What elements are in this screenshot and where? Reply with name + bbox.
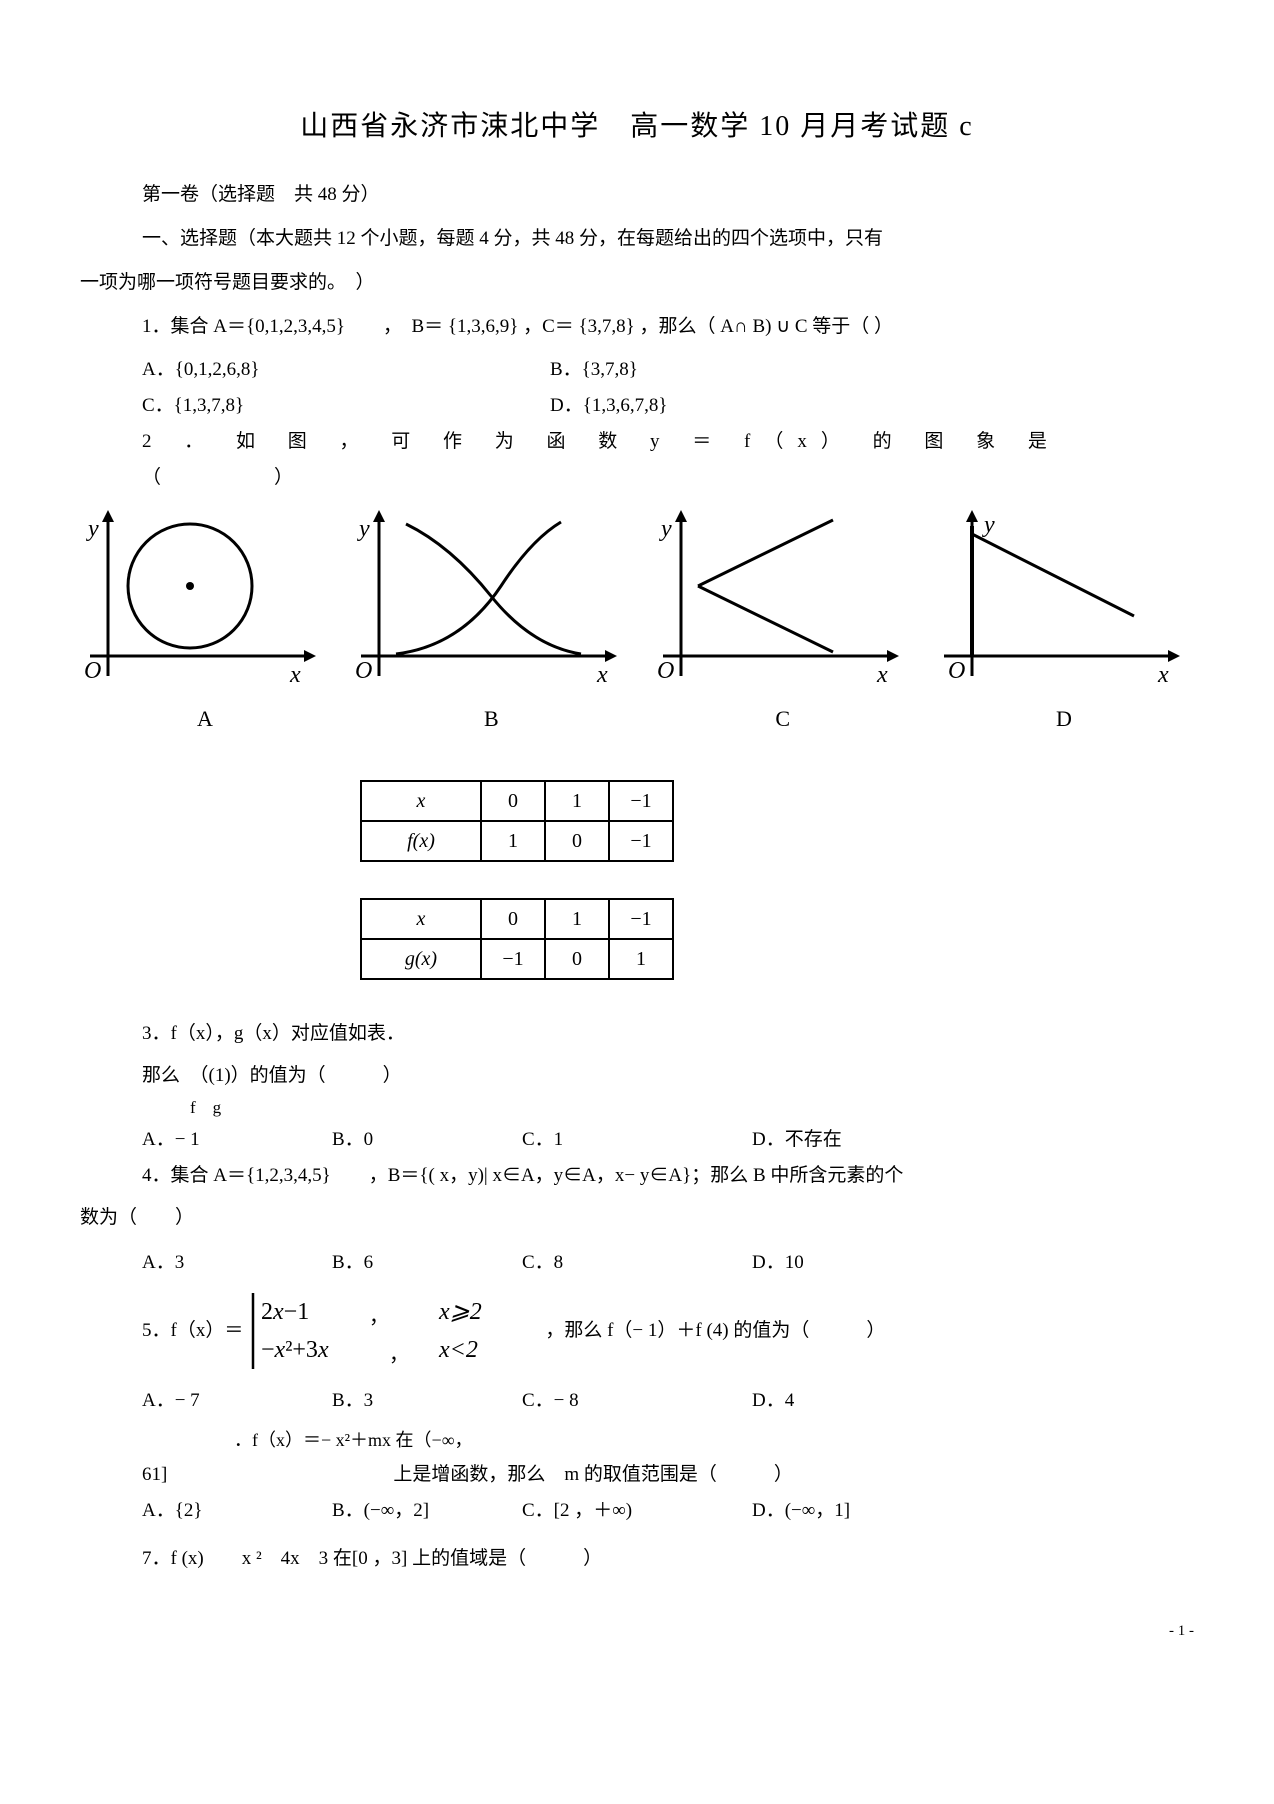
svg-text:，: ， — [389, 1344, 409, 1366]
section-1-head: 第一卷（选择题 共 48 分） — [142, 177, 1194, 213]
graph-a: y O x A — [80, 506, 330, 740]
table-f-x2: −1 — [609, 781, 673, 821]
svg-text:，: ， — [369, 1306, 389, 1328]
q6-num: 61] — [142, 1457, 167, 1493]
graph-b-label: B — [351, 698, 631, 740]
table-g-x1: 1 — [545, 899, 609, 939]
svg-text:y: y — [659, 516, 672, 542]
graph-d: y O x D — [934, 506, 1194, 740]
q1-opt-a: A．{0,1,2,6,8} — [142, 352, 550, 388]
q1-choices-row1: A．{0,1,2,6,8} B．{3,7,8} — [142, 352, 1194, 388]
graph-b-svg: y O x — [351, 506, 631, 696]
q5-opt-a: A．− 7 — [142, 1383, 332, 1419]
q5-piece2-expr: −x²+3x — [261, 1337, 329, 1363]
svg-text:O: O — [84, 658, 101, 684]
svg-text:O: O — [657, 658, 674, 684]
q6-opt-a: A．{2} — [142, 1493, 332, 1529]
q5-piece2-cond: x<2 — [438, 1337, 478, 1363]
graph-c: y O x C — [653, 506, 913, 740]
svg-text:y: y — [86, 516, 99, 542]
table-g-hdr-x: x — [361, 899, 481, 939]
q5-opt-b: B．3 — [332, 1383, 522, 1419]
table-f-v0: 1 — [481, 821, 545, 861]
q4-stem-b: 数为（ ） — [80, 1200, 1194, 1236]
q5-choices: A．− 7 B．3 C．− 8 D．4 — [142, 1383, 1194, 1419]
q4-opt-d: D．10 — [752, 1245, 942, 1281]
q5-opt-d: D．4 — [752, 1383, 942, 1419]
q1-opt-c: C．{1,3,7,8} — [142, 388, 550, 424]
q4-opt-a: A．3 — [142, 1245, 332, 1281]
table-g: x 0 1 −1 g(x) −1 0 1 — [360, 898, 674, 980]
table-g-x0: 0 — [481, 899, 545, 939]
q3-opt-c: C．1 — [522, 1122, 752, 1158]
page-number: - 1 - — [80, 1617, 1194, 1646]
svg-text:x: x — [1157, 662, 1169, 688]
section-1-instruction-b: 一项为哪一项符号题目要求的。 ） — [80, 265, 1194, 301]
svg-text:O: O — [355, 658, 372, 684]
q7-stem: 7．f (x) x ² 4x 3 在[0 ，3] 上的值域是（ ） — [142, 1541, 1194, 1577]
q3-opt-b: B．0 — [332, 1122, 522, 1158]
table-g-v1: 0 — [545, 939, 609, 979]
q5-piece1-cond: x⩾2 — [438, 1299, 482, 1325]
section-1-instruction-a: 一、选择题（本大题共 12 个小题，每题 4 分，共 48 分，在每题给出的四个… — [142, 221, 1194, 257]
q6-opt-c: C．[2 ，＋∞) — [522, 1493, 752, 1529]
table-g-hdr-gx: g(x) — [361, 939, 481, 979]
graph-d-svg: y O x — [934, 506, 1194, 696]
table-f-v1: 0 — [545, 821, 609, 861]
q1-opt-b: B．{3,7,8} — [550, 352, 638, 388]
q4-stem-a: 4．集合 A＝{1,2,3,4,5} ，B＝{( x，y)| x∈A，y∈A，x… — [142, 1158, 1194, 1194]
svg-text:y: y — [982, 512, 995, 538]
q3-opt-a: A．− 1 — [142, 1122, 332, 1158]
table-f-x0: 0 — [481, 781, 545, 821]
q5-before: 5．f（x）＝ — [142, 1313, 243, 1349]
svg-text:y: y — [357, 516, 370, 542]
q3-choices: A．− 1 B．0 C．1 D．不存在 — [142, 1122, 1194, 1158]
table-f-v2: −1 — [609, 821, 673, 861]
table-f-x1: 1 — [545, 781, 609, 821]
q3-line1: 3．f（x），g（x）对应值如表． — [142, 1016, 1194, 1052]
q1-stem: 1．集合 A＝{0,1,2,3,4,5} ， B＝ {1,3,6,9} ，C＝ … — [142, 309, 1194, 345]
q3-line2: 那么 （(1)）的值为（ ） — [142, 1058, 1194, 1094]
q4-choices: A．3 B．6 C．8 D．10 — [142, 1245, 1194, 1281]
q3-fg: f g — [190, 1092, 1194, 1124]
table-f: x 0 1 −1 f(x) 1 0 −1 — [360, 780, 674, 862]
table-f-hdr-fx: f(x) — [361, 821, 481, 861]
q2-stem: 2 ． 如 图 ， 可 作 为 函 数 y ＝ f（x） 的 图 象 是（ ） — [142, 424, 1194, 496]
q5-piecewise-svg: 2x−1 x⩾2 −x²+3x x<2 ， ， — [249, 1289, 539, 1373]
page-title: 山西省永济市涑北中学 高一数学 10 月月考试题 c — [80, 100, 1194, 153]
q6-block: ．f（x）＝− x²＋mx 在（−∞， 61] 上是增函数，那么 m 的取值范围… — [142, 1423, 1194, 1493]
graph-a-label: A — [80, 698, 330, 740]
table-g-v2: 1 — [609, 939, 673, 979]
q1-choices-row2: C．{1,3,7,8} D．{1,3,6,7,8} — [142, 388, 1194, 424]
q1-opt-d: D．{1,3,6,7,8} — [550, 388, 667, 424]
q5-after: ，那么 f（− 1）＋f (4) 的值为（ ） — [545, 1313, 885, 1349]
q2-graphs: y O x A y O x B y O x — [80, 506, 1194, 740]
graph-a-svg: y O x — [80, 506, 330, 696]
graph-c-label: C — [653, 698, 913, 740]
q6-opt-b: B．(−∞，2] — [332, 1493, 522, 1529]
q4-opt-b: B．6 — [332, 1245, 522, 1281]
q4-opt-c: C．8 — [522, 1245, 752, 1281]
graph-b: y O x B — [351, 506, 631, 740]
table-g-v0: −1 — [481, 939, 545, 979]
q6-choices: A．{2} B．(−∞，2] C．[2 ，＋∞) D．(−∞，1] — [142, 1493, 1194, 1529]
svg-text:O: O — [948, 658, 965, 684]
q5-opt-c: C．− 8 — [522, 1383, 752, 1419]
svg-text:x: x — [596, 662, 608, 688]
table-g-x2: −1 — [609, 899, 673, 939]
svg-text:x: x — [876, 662, 888, 688]
function-tables: x 0 1 −1 f(x) 1 0 −1 x 0 1 −1 g(x) −1 0 … — [360, 780, 1194, 980]
q3-opt-d: D．不存在 — [752, 1122, 942, 1158]
q5-piece1-expr: 2x−1 — [261, 1299, 309, 1325]
q6-opt-d: D．(−∞，1] — [752, 1493, 942, 1529]
graph-c-svg: y O x — [653, 506, 913, 696]
table-f-hdr-x: x — [361, 781, 481, 821]
q6-line1: ．f（x）＝− x²＋mx 在（−∞， — [234, 1423, 1194, 1457]
graph-d-label: D — [934, 698, 1194, 740]
svg-text:x: x — [289, 662, 301, 688]
q5-stem: 5．f（x）＝ 2x−1 x⩾2 −x²+3x x<2 ， ， ，那么 f（− … — [142, 1289, 1194, 1373]
q6-rest: 上是增函数，那么 m 的取值范围是（ ） — [393, 1457, 793, 1493]
